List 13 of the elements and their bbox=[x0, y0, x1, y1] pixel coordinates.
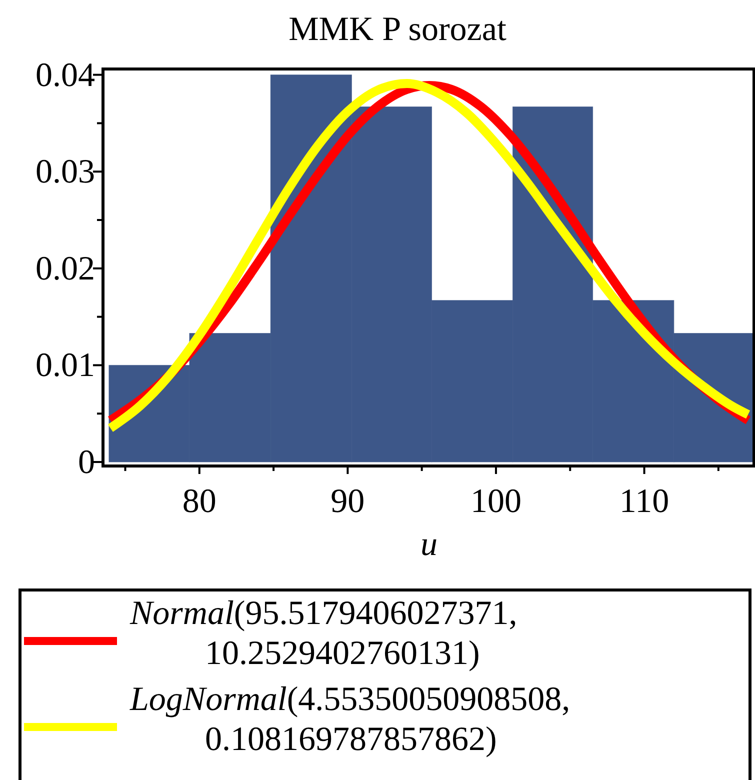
legend-label: Normal(95.5179406027371, 10.2529402760131) bbox=[129, 595, 518, 672]
x-tick-label: 110 bbox=[619, 483, 670, 520]
y-tick-label: 0 bbox=[78, 444, 95, 481]
y-tick-label: 0.03 bbox=[36, 154, 95, 191]
x-axis-title: u bbox=[420, 526, 438, 563]
x-tick-label: 90 bbox=[330, 483, 365, 520]
x-tick-label: 100 bbox=[470, 483, 522, 520]
legend-label: LogNormal(4.55350050908508, 0.108169787857862) bbox=[129, 681, 570, 758]
chart-title: MMK P sorozat bbox=[288, 11, 507, 48]
x-tick-label: 80 bbox=[182, 483, 216, 520]
y-tick-label: 0.02 bbox=[36, 250, 95, 288]
y-tick-label: 0.01 bbox=[36, 347, 95, 384]
y-tick-label: 0.04 bbox=[36, 56, 95, 94]
